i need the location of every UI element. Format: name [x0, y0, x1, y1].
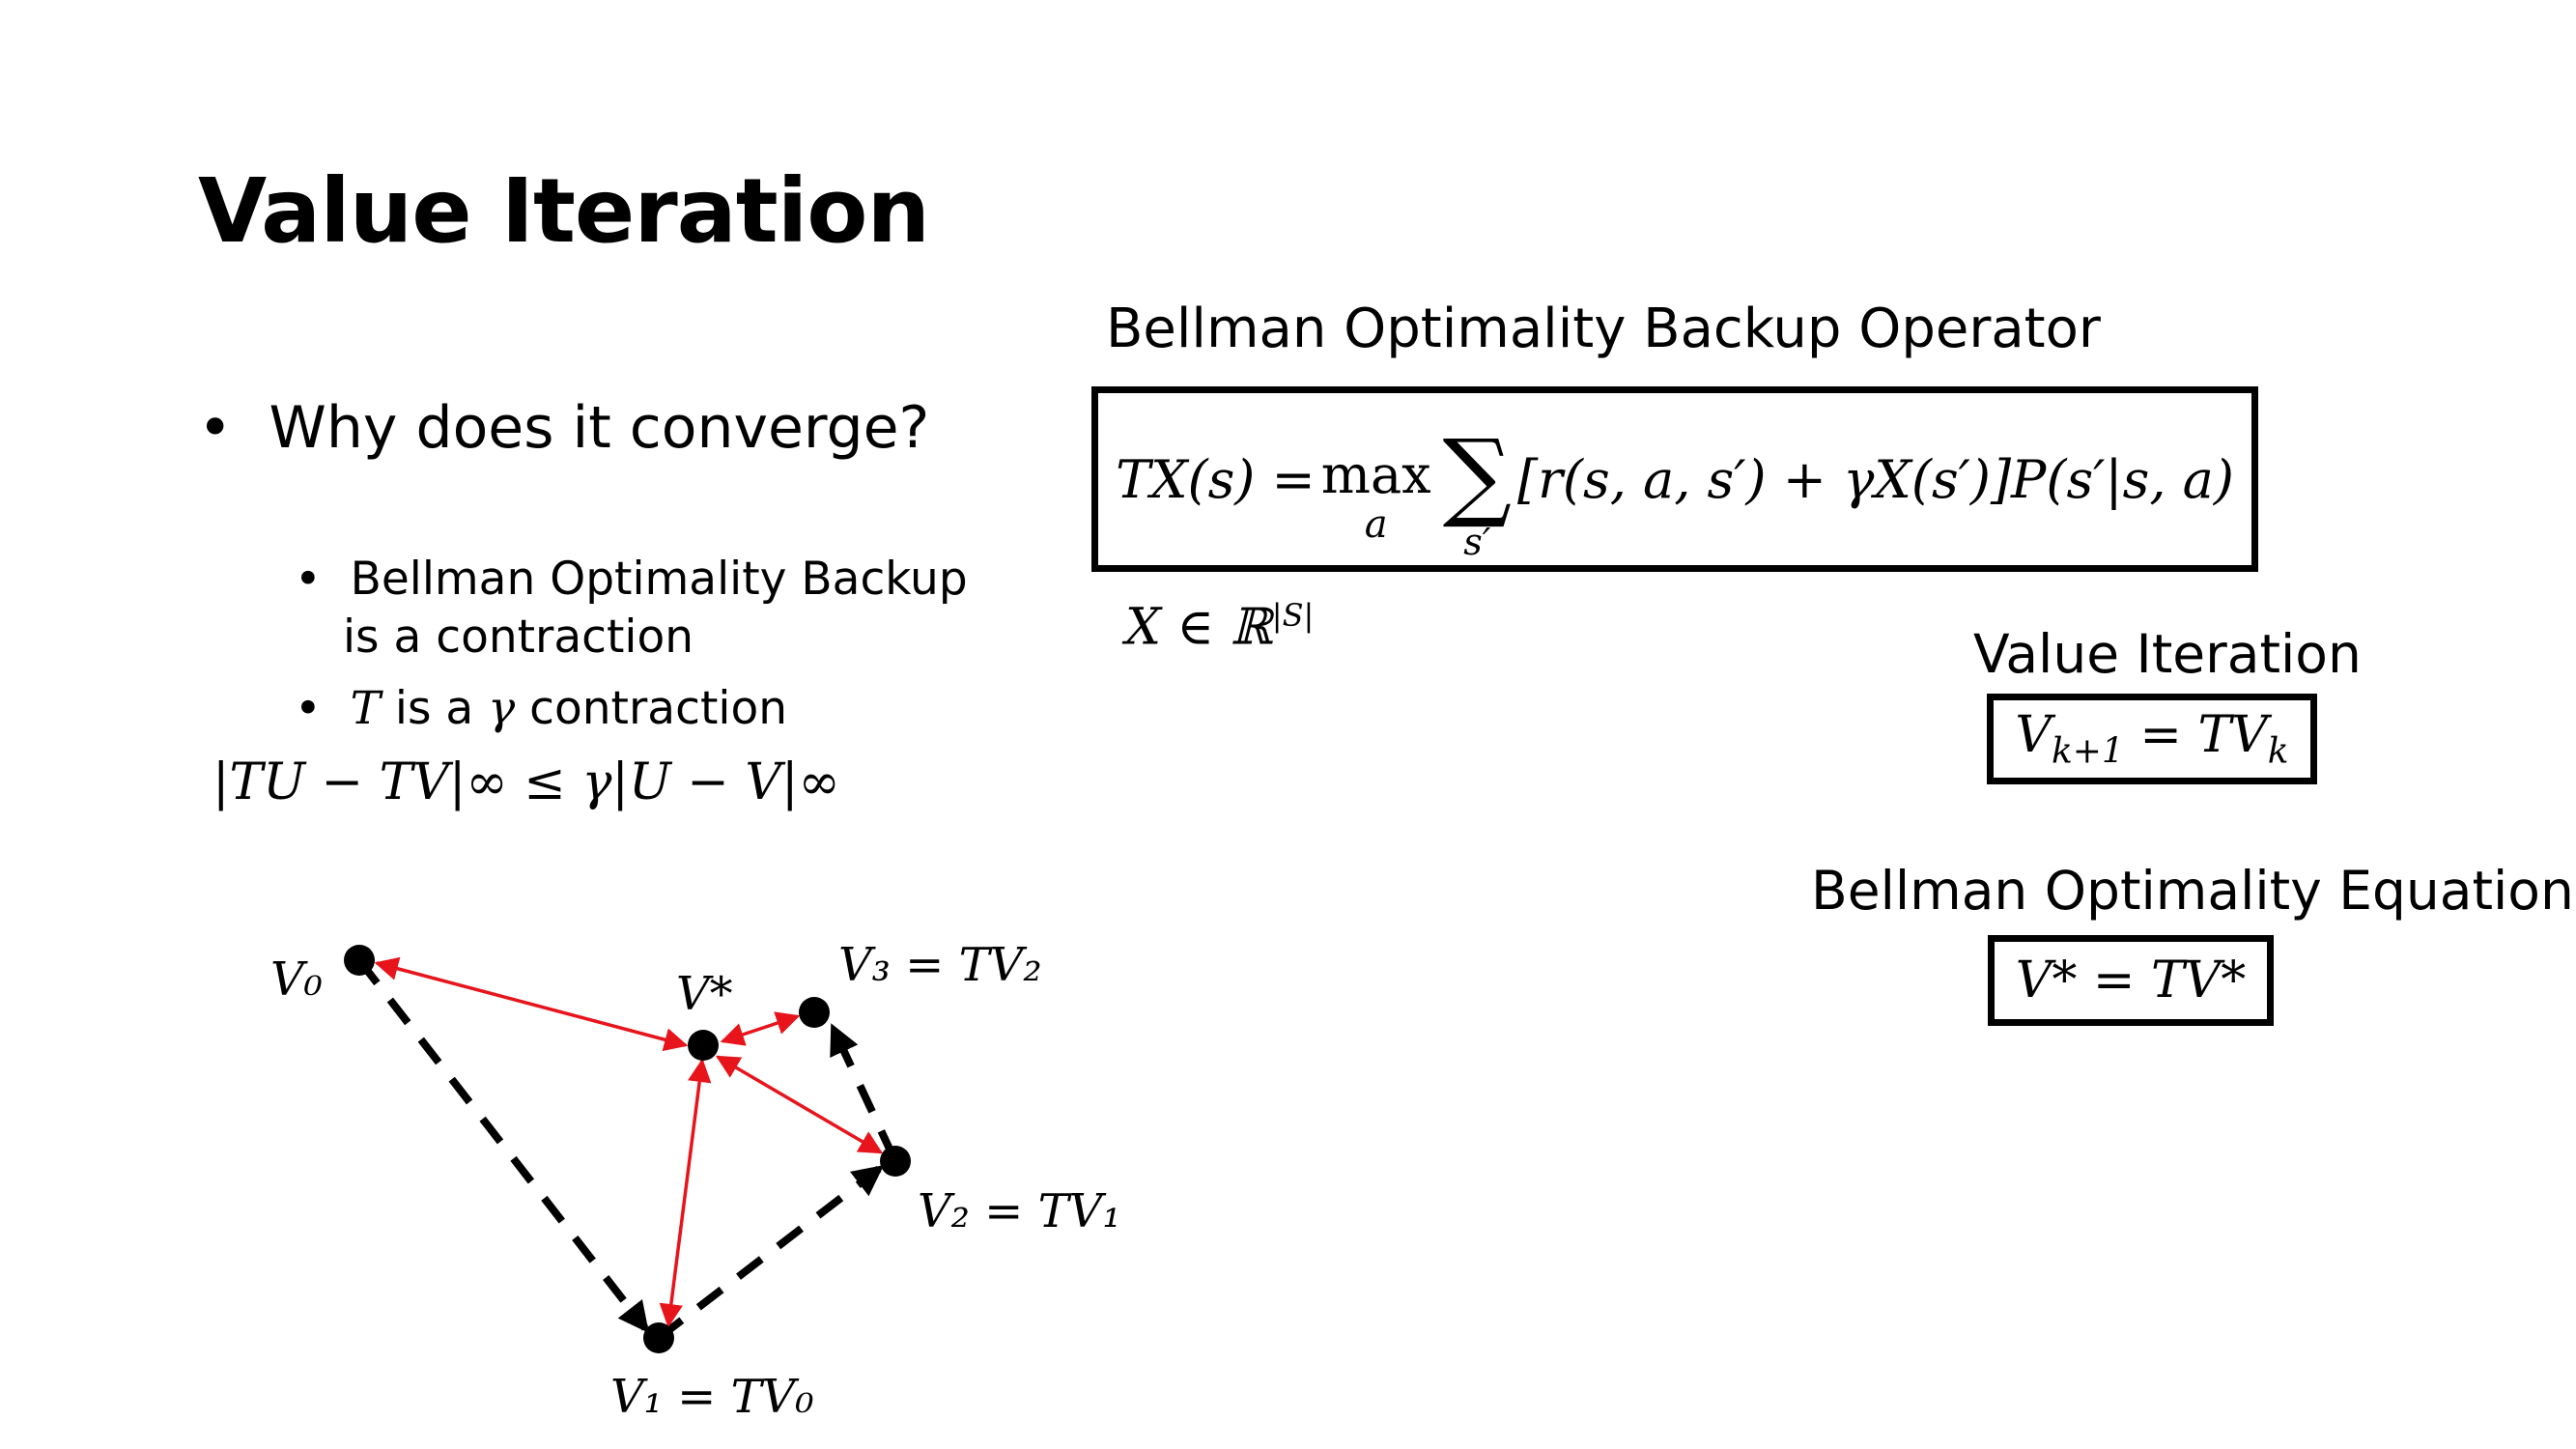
sub-bullet-1: • Bellman Optimality Backup — [295, 553, 968, 606]
label-v1: V₁ = TV₀ — [610, 1370, 814, 1424]
point-v1 — [643, 1322, 674, 1353]
distance-arrow-v2-vstar — [715, 1055, 884, 1154]
bellman-equation-eq: V* = TV* — [2015, 952, 2247, 1009]
max-subscript: a — [1364, 501, 1388, 547]
formula-rhs: [r(s, a, s′) + γX(s′)]P(s′|s, a) — [1517, 448, 2234, 510]
sub-bullet-2-end: contraction — [515, 682, 787, 735]
point-v3 — [799, 997, 830, 1028]
distance-arrow-v3-vstar — [720, 1011, 801, 1046]
distance-arrow-v0-vstar — [374, 956, 689, 1052]
bullet-main: • Why does it converge? — [198, 394, 929, 462]
eq-mid: = TV — [2123, 706, 2268, 765]
max-operator: max a — [1321, 415, 1431, 544]
distance-arrow-v1-vstar — [659, 1058, 712, 1328]
sub-bullet-1-cont: is a contraction — [343, 611, 694, 664]
bellman-equation-box: V* = TV* — [1988, 935, 2274, 1026]
value-iteration-box: Vk+1 = TVk — [1987, 694, 2317, 784]
point-v2 — [880, 1146, 911, 1177]
value-iteration-heading: Value Iteration — [1973, 623, 2362, 685]
label-v3: V₃ = TV₂ — [838, 938, 1042, 992]
contraction-inequality: |TU − TV|∞ ≤ γ|U − V|∞ — [212, 753, 840, 811]
domain-text: X ∈ ℝ — [1125, 598, 1272, 657]
summation: ∑ s′ — [1442, 398, 1513, 563]
sub-bullet-1-text: Bellman Optimality Backup — [350, 553, 968, 606]
sub-bullet-dot: • — [295, 682, 351, 735]
bellman-equation-heading: Bellman Optimality Equation — [1811, 860, 2574, 922]
operator-heading: Bellman Optimality Backup Operator — [1106, 298, 2101, 360]
domain-statement: X ∈ ℝ|S| — [1125, 597, 1314, 656]
max-label: max — [1320, 443, 1431, 505]
sub-bullet-2-mid: is a — [380, 682, 489, 735]
domain-superscript: |S| — [1271, 597, 1315, 634]
operator-formula: TX(s) = max a ∑ s′ [r(s, a, s′) + γX(s′)… — [1116, 398, 2234, 563]
eq-subscript: k+1 — [2051, 731, 2124, 772]
eq-v: V — [2015, 706, 2052, 765]
iteration-arrow-v1-v2 — [656, 1165, 885, 1342]
point-vstar — [688, 1030, 719, 1061]
point-v0 — [344, 945, 375, 976]
iteration-arrow-v0-v1 — [355, 957, 649, 1334]
value-iteration-eq: Vk+1 = TVk — [2015, 706, 2288, 771]
page-title: Value Iteration — [198, 159, 930, 263]
operator-T: T — [350, 682, 381, 735]
eq-subscript-2: k — [2267, 731, 2289, 772]
sub-bullet-2: • T is a γ contraction — [295, 682, 787, 735]
operator-formula-box: TX(s) = max a ∑ s′ [r(s, a, s′) + γX(s′)… — [1091, 386, 2258, 572]
sigma-icon: ∑ — [1442, 418, 1513, 531]
bullet-dot: • — [198, 394, 269, 462]
iteration-arrow-v2-v3 — [830, 1023, 897, 1159]
formula-lhs: TX(s) = — [1116, 448, 1316, 510]
label-vstar: V* — [676, 967, 733, 1021]
gamma-symbol: γ — [488, 682, 516, 735]
label-v2: V₂ = TV₁ — [918, 1184, 1121, 1238]
sum-subscript: s′ — [1463, 521, 1491, 563]
label-v0: V₀ — [270, 952, 323, 1007]
bullet-main-text: Why does it converge? — [269, 394, 930, 462]
sub-bullet-dot: • — [295, 553, 351, 606]
